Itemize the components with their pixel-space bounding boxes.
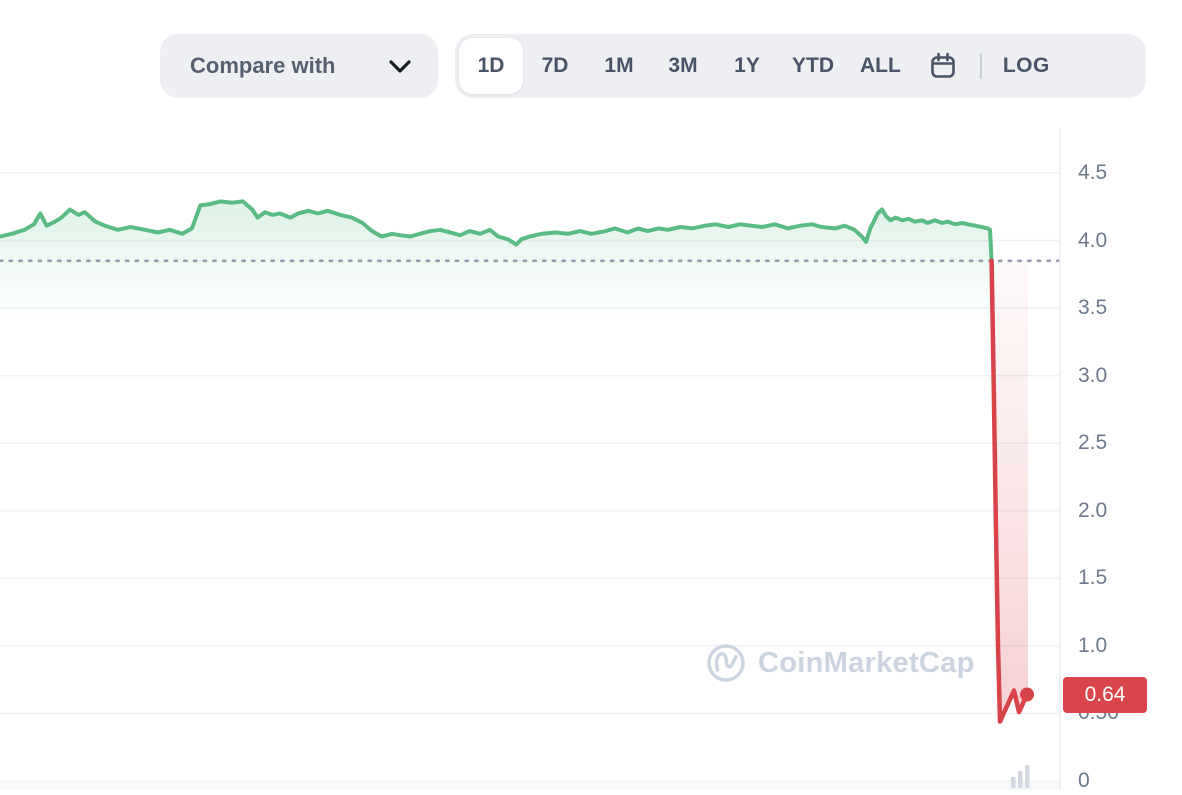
range-button-all[interactable]: ALL — [847, 38, 914, 94]
y-axis-tick-label: 1.5 — [1078, 566, 1108, 590]
range-button-1d[interactable]: 1D — [459, 38, 523, 94]
range-button-3m[interactable]: 3M — [651, 38, 715, 94]
y-axis-tick-label: 3.5 — [1078, 296, 1108, 320]
below-axis-strip — [0, 782, 1060, 790]
log-scale-button[interactable]: LOG — [990, 38, 1063, 94]
price-line-up — [0, 199, 994, 263]
range-button-7d[interactable]: 7D — [523, 38, 587, 94]
timeframe-selector: 1D 7D 1M 3M 1Y YTD ALL LOG — [455, 34, 1146, 98]
calendar-button[interactable] — [914, 38, 972, 94]
range-button-1y[interactable]: 1Y — [715, 38, 779, 94]
current-price-value: 0.64 — [1084, 683, 1126, 706]
y-axis-tick-label: 2.5 — [1078, 431, 1108, 455]
compare-with-label: Compare with — [190, 53, 336, 78]
chevron-down-icon — [389, 59, 411, 73]
current-price-dot — [1020, 687, 1035, 702]
y-axis-tick-label: 4.0 — [1078, 228, 1108, 252]
range-button-1m[interactable]: 1M — [587, 38, 651, 94]
price-line-down — [989, 258, 1030, 724]
volume-bars-icon[interactable] — [1008, 761, 1036, 789]
current-price-badge: 0.64 — [1063, 677, 1147, 713]
compare-with-button[interactable]: Compare with — [160, 34, 438, 98]
y-axis-tick-label: 0 — [1078, 769, 1090, 792]
up-area-fill — [0, 201, 992, 336]
y-axis-tick-label: 1.0 — [1078, 633, 1108, 657]
down-area-fill — [991, 260, 1028, 722]
y-axis-tick-label: 4.5 — [1078, 161, 1108, 184]
range-button-ytd[interactable]: YTD — [779, 38, 847, 94]
y-axis-tick-label: 2.0 — [1078, 498, 1108, 522]
y-axis-tick-label: 3.0 — [1078, 363, 1108, 387]
calendar-icon — [931, 52, 955, 78]
toolbar-divider — [979, 53, 982, 79]
